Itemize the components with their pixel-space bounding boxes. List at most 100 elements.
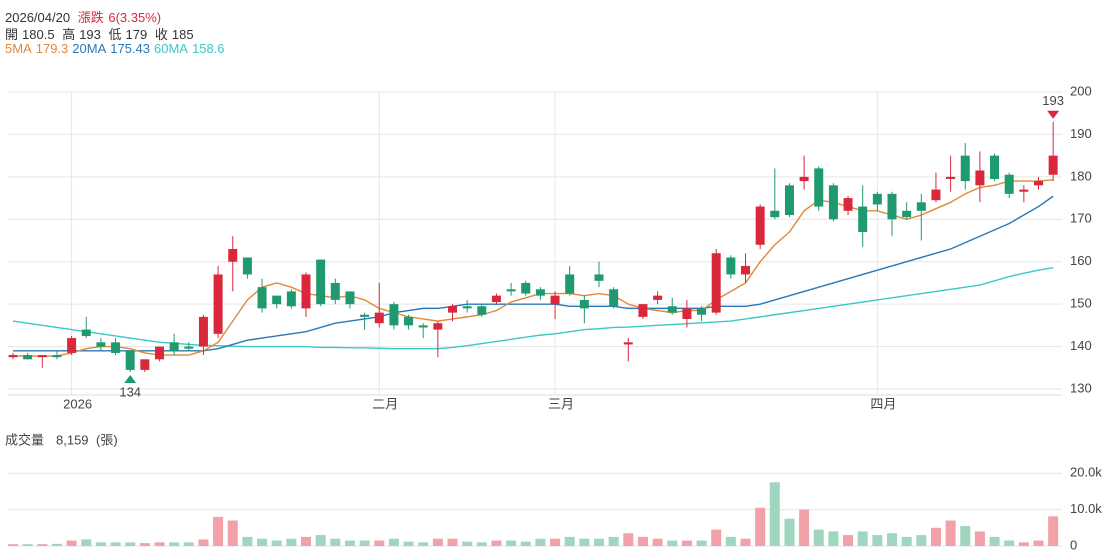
volume-bar: [799, 509, 810, 546]
candle-body: [477, 306, 487, 315]
candle-body: [242, 257, 252, 275]
ma-name: 5MA: [5, 41, 32, 56]
volume-last: 8,159: [56, 432, 89, 447]
candle-body: [1019, 189, 1029, 192]
candle-body: [946, 176, 956, 179]
volume-bar: [506, 540, 517, 546]
candle-body: [184, 346, 194, 349]
ma-line: [13, 179, 1054, 358]
volume-bar: [432, 538, 443, 546]
high-label: 高: [62, 27, 76, 42]
candle-body: [257, 287, 267, 309]
candle-body: [462, 306, 472, 309]
max-marker: [1047, 110, 1060, 119]
min-label: 134: [119, 384, 141, 399]
ma-value: 158.6: [191, 41, 225, 56]
y-tick-label: 140: [1070, 338, 1092, 353]
volume-bar: [110, 542, 121, 546]
ma-line: [12, 266, 1054, 350]
volume-bar: [813, 529, 824, 546]
volume-bar: [564, 536, 575, 546]
candle-body: [623, 342, 633, 345]
volume-bar: [183, 542, 194, 546]
candle-body: [931, 189, 941, 201]
candle-body: [858, 206, 868, 233]
candle-body: [784, 185, 794, 216]
candle-body: [491, 295, 501, 303]
candle-body: [8, 355, 18, 358]
volume-bar: [227, 520, 238, 546]
volume-bar: [418, 542, 429, 546]
volume-bar: [930, 527, 941, 546]
candle-body: [286, 291, 296, 307]
change: 6(3.35%): [108, 10, 162, 25]
open: 180.5: [22, 27, 55, 42]
volume-bar: [520, 541, 531, 546]
candle-body: [682, 308, 692, 319]
candle-body: [960, 155, 970, 182]
high: 193: [79, 27, 101, 42]
header-line-1: 2026/04/20 漲跌 6(3.35%): [5, 7, 165, 26]
volume-bar: [315, 535, 326, 546]
volume-bar: [37, 544, 48, 546]
volume-bar: [242, 536, 253, 546]
low-label: 低: [108, 27, 122, 42]
header-line-2: 開 180.5 高 193 低 179 收 185: [5, 24, 198, 43]
volume-bar: [344, 540, 355, 546]
candle-body: [902, 210, 912, 218]
change-label: 漲跌: [77, 10, 104, 25]
volume-bar: [945, 520, 956, 546]
candle-body: [726, 257, 736, 275]
candle-body: [81, 329, 91, 336]
volume-bar: [462, 541, 473, 546]
volume-bar: [359, 540, 370, 546]
volume-bar: [711, 529, 722, 546]
volume-bar: [828, 531, 839, 546]
volume-bar: [51, 543, 62, 546]
volume-bar: [652, 538, 663, 546]
candle-body: [198, 316, 208, 347]
candle-body: [711, 253, 721, 313]
volume-bar: [1018, 542, 1029, 546]
volume-bar: [169, 542, 180, 546]
volume-bar: [22, 544, 33, 546]
candle-body: [1004, 174, 1014, 194]
candle-body: [155, 346, 164, 360]
volume-bar: [535, 538, 546, 546]
volume-bar: [872, 535, 883, 546]
volume-bar: [286, 538, 297, 546]
volume-title: 成交量: [5, 432, 44, 447]
candle-body: [872, 193, 882, 205]
volume-bar: [139, 543, 150, 546]
volume-bar: [740, 538, 751, 546]
candle-body: [418, 325, 428, 328]
volume-bar: [974, 531, 985, 546]
min-marker: [124, 375, 137, 384]
x-tick-label: 二月: [372, 396, 398, 411]
volume-bar: [447, 538, 458, 546]
volume-bar: [901, 536, 912, 546]
volume-tick-label: 20.0k: [1070, 465, 1102, 480]
candle-body: [916, 202, 926, 211]
volume-bar: [491, 540, 502, 546]
candle-body: [609, 289, 619, 307]
candle-body: [990, 155, 1000, 179]
close-label: 收: [154, 27, 168, 42]
volume-bar: [213, 516, 224, 546]
x-tick-label: 三月: [548, 396, 574, 411]
candle-body: [579, 299, 589, 309]
candle-body: [111, 342, 121, 353]
volume-bar: [594, 538, 604, 546]
y-tick-label: 150: [1070, 296, 1092, 311]
candle-body: [535, 289, 545, 296]
candle-body: [975, 170, 985, 186]
volume-bar: [550, 538, 561, 546]
candle-body: [96, 342, 106, 347]
candle-body: [125, 350, 135, 370]
candle-body: [316, 259, 326, 305]
y-tick-label: 130: [1070, 380, 1092, 395]
volume-bar: [154, 542, 165, 546]
candle-body: [697, 308, 707, 315]
volume-bar: [667, 540, 678, 546]
volume-bar: [374, 540, 385, 546]
